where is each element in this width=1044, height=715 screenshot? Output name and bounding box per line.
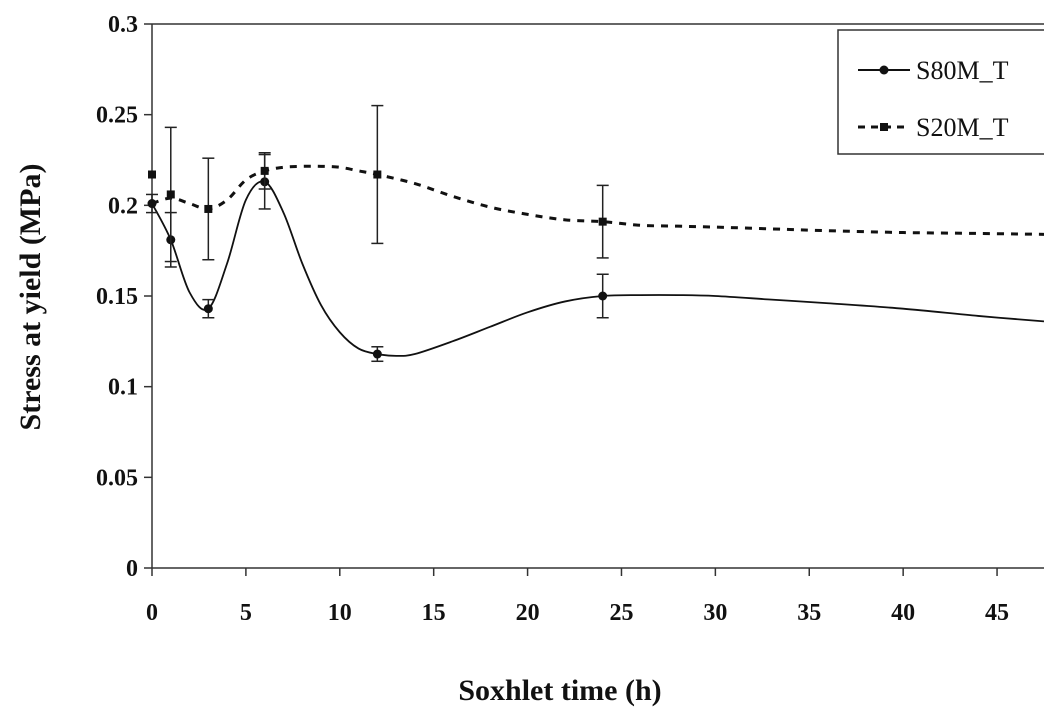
- x-tick-label: 0: [146, 600, 158, 626]
- y-tick-label: 0.25: [96, 103, 138, 129]
- series-layer: [146, 104, 1044, 363]
- data-point-s20m-t: [373, 170, 382, 179]
- data-point-s80m-t: [372, 349, 382, 359]
- data-point-s80m-t: [203, 304, 213, 314]
- data-point-s20m-t: [260, 166, 269, 175]
- x-axis-title: Soxhlet time (h): [458, 674, 661, 707]
- y-tick-label: 0.05: [96, 465, 138, 491]
- series-line-s20m-t: [151, 164, 1044, 236]
- data-point-s20m-t: [166, 190, 175, 199]
- series-s20m-t: [148, 104, 1044, 263]
- legend-box: [837, 29, 1044, 155]
- legend: S80M_T S20M_T: [837, 29, 1044, 155]
- data-point-s20m-t: [148, 170, 156, 179]
- series-s80m-t: [146, 153, 1044, 363]
- data-point-s80m-t: [598, 291, 608, 301]
- y-tick-label: 0.15: [96, 284, 138, 310]
- x-tick-label: 5: [240, 600, 252, 626]
- legend-marker-s80m-t: [879, 65, 889, 75]
- x-tick-label: 10: [328, 600, 352, 626]
- y-axis-title: Stress at yield (MPa): [14, 164, 47, 431]
- x-tick-label: 25: [609, 600, 633, 626]
- data-point-s20m-t: [598, 217, 607, 226]
- x-tick-label: 30: [703, 600, 727, 626]
- legend-label-s20m-t: S20M_T: [916, 113, 1009, 142]
- x-tick-label: 40: [891, 600, 915, 626]
- y-tick-label: 0.2: [108, 193, 138, 219]
- x-tick-label: 20: [516, 600, 540, 626]
- x-tick-label: 35: [797, 600, 821, 626]
- x-tick-label: 45: [985, 600, 1009, 626]
- legend-marker-s20m-t: [880, 123, 888, 131]
- y-ticks: 0 0.05 0.1 0.15 0.2 0.25 0.3: [96, 12, 152, 582]
- data-point-s20m-t: [204, 204, 213, 213]
- x-tick-label: 15: [422, 600, 446, 626]
- x-ticks: 0 5 10 15 20 25 30 35 40 45: [146, 568, 1009, 626]
- legend-label-s80m-t: S80M_T: [916, 56, 1009, 85]
- y-tick-label: 0.3: [108, 12, 138, 38]
- y-tick-label: 0: [126, 556, 138, 582]
- series-line-s80m-t: [151, 180, 1044, 357]
- y-tick-label: 0.1: [108, 375, 138, 401]
